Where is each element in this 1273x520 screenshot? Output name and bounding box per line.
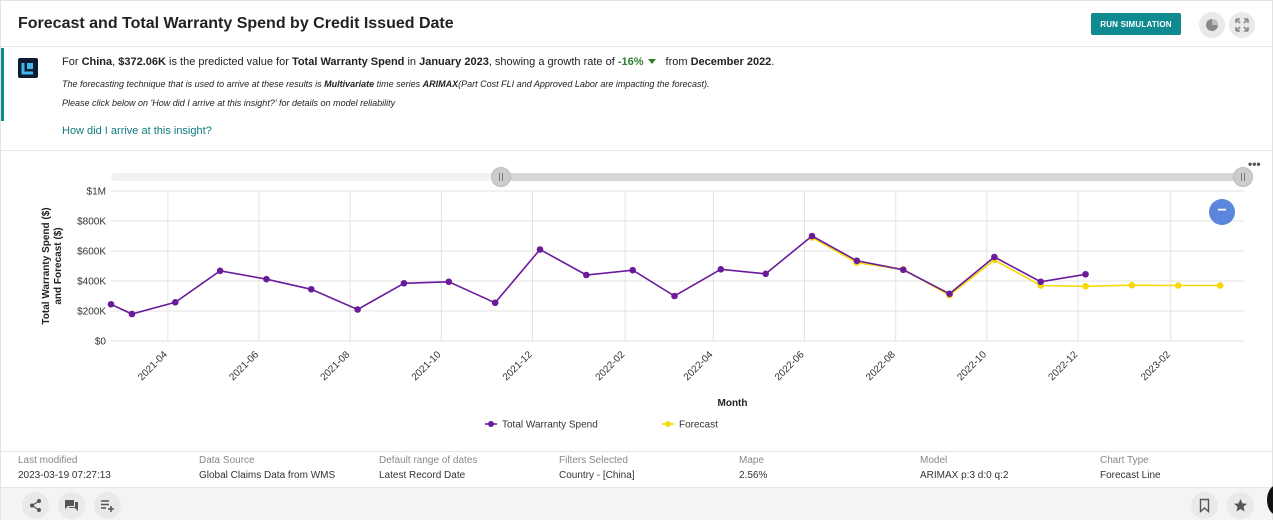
data-point[interactable] (1216, 282, 1224, 289)
star-icon (1234, 499, 1247, 512)
how-did-i-arrive-link[interactable]: How did I arrive at this insight? (62, 125, 212, 137)
data-point[interactable] (899, 266, 907, 274)
x-tick-label: 2022-06 (773, 349, 807, 383)
meta-data-source: Data Source Global Claims Data from WMS (199, 455, 336, 481)
data-point[interactable] (354, 306, 361, 313)
meta-filters: Filters Selected Country - [China] (559, 455, 635, 481)
card-header: Forecast and Total Warranty Spend by Cre… (1, 1, 1272, 47)
data-point[interactable] (583, 271, 590, 279)
data-point[interactable] (717, 266, 725, 273)
insight-technique: The forecasting technique that is used t… (62, 79, 710, 89)
series-line-total-warranty-spend (110, 235, 1086, 315)
data-point[interactable] (216, 267, 224, 275)
y-tick-label: $400K (77, 277, 106, 288)
y-tick-label: $800K (77, 217, 106, 228)
x-tick-label: 2022-02 (594, 349, 628, 383)
x-tick-label: 2021-12 (501, 349, 535, 383)
pie-chart-icon (1206, 19, 1218, 31)
playlist-add-icon (101, 500, 114, 512)
data-point[interactable] (491, 299, 499, 307)
forecast-line-chart: $0 $200K $400K $600K $800K $1M 2021-04 2021-06 2… (41, 187, 1244, 431)
page-title: Forecast and Total Warranty Spend by Cre… (18, 15, 454, 32)
x-tick-label: 2022-08 (864, 349, 898, 383)
data-point[interactable] (1082, 282, 1089, 290)
data-point[interactable] (991, 253, 998, 261)
add-to-list-button[interactable] (94, 492, 121, 519)
x-tick-label: 2022-10 (955, 349, 989, 383)
app-logo-icon (18, 58, 38, 78)
meta-mape: Mape 2.56% (739, 455, 768, 481)
expand-button[interactable] (1229, 12, 1255, 38)
date-range-slider-selection[interactable] (501, 173, 1244, 181)
data-point[interactable] (946, 290, 953, 298)
y-tick-label: $1M (87, 187, 106, 198)
insight-panel: For China, $372.06K is the predicted val… (1, 48, 1272, 151)
x-axis-title: Month (718, 398, 748, 409)
x-tick-label: 2021-08 (319, 349, 353, 383)
card-footer (1, 487, 1272, 520)
data-point[interactable] (808, 232, 816, 240)
y-axis-title-line2: and Forecast ($) (53, 227, 64, 304)
share-icon (30, 499, 41, 512)
bookmark-button[interactable] (1191, 492, 1218, 519)
x-tick-label: 2023-02 (1139, 349, 1173, 383)
slider-end-handle[interactable] (1233, 167, 1253, 187)
chart-type-button[interactable] (1199, 12, 1225, 38)
data-point[interactable] (853, 257, 861, 265)
legend-swatch-marker (488, 421, 494, 427)
meta-chart-type: Chart Type Forecast Line (1100, 455, 1161, 481)
meta-last-modified: Last modified 2023-03-19 07:27:13 (18, 455, 111, 481)
data-point[interactable] (263, 275, 270, 283)
metadata-bar: Last modified 2023-03-19 07:27:13 Data So… (1, 451, 1272, 487)
data-point[interactable] (536, 246, 544, 253)
y-tick-label: $600K (77, 247, 106, 258)
data-point[interactable] (445, 278, 453, 286)
data-point[interactable] (307, 285, 315, 293)
data-point[interactable] (762, 270, 769, 278)
x-tick-label: 2022-12 (1046, 349, 1080, 383)
x-tick-label: 2021-06 (227, 349, 261, 383)
insight-summary: For China, $372.06K is the predicted val… (62, 56, 775, 68)
x-tick-label: 2021-10 (410, 349, 444, 383)
data-point[interactable] (128, 310, 136, 318)
data-point[interactable] (1082, 270, 1089, 278)
growth-rate: -16% (617, 56, 644, 68)
x-tick-label: 2022-04 (682, 349, 716, 383)
data-point[interactable] (107, 300, 115, 308)
favorite-button[interactable] (1227, 492, 1254, 519)
comments-icon (65, 500, 78, 511)
run-simulation-button[interactable]: RUN SIMULATION (1091, 13, 1181, 35)
x-tick-label: 2021-04 (136, 349, 170, 383)
zoom-out-button[interactable]: − (1209, 199, 1235, 225)
meta-model: Model ARIMAX p:3 d:0 q:2 (920, 455, 1009, 481)
slider-start-handle[interactable] (491, 167, 511, 187)
down-arrow-icon (647, 59, 656, 64)
data-point[interactable] (671, 292, 678, 300)
data-point[interactable] (1037, 278, 1045, 286)
data-point[interactable] (1174, 282, 1182, 289)
insight-note: Please click below on 'How did I arrive … (62, 98, 396, 108)
series-line-forecast (811, 236, 1221, 297)
comments-button[interactable] (58, 492, 85, 519)
help-widget-icon[interactable] (1267, 485, 1273, 515)
more-options-icon[interactable]: ••• (1248, 157, 1261, 171)
y-tick-label: $0 (95, 337, 107, 348)
data-point[interactable] (171, 299, 179, 306)
legend-entry[interactable]: Total Warranty Spend (502, 420, 598, 431)
expand-icon (1235, 18, 1249, 32)
data-point[interactable] (629, 266, 636, 274)
legend-entry[interactable]: Forecast (679, 420, 718, 431)
bookmark-icon (1199, 498, 1210, 513)
data-point[interactable] (400, 279, 408, 287)
data-point[interactable] (1128, 281, 1136, 289)
meta-date-range: Default range of dates Latest Record Date (379, 455, 478, 481)
insight-accent-bar (1, 48, 4, 121)
legend-swatch-marker (665, 421, 671, 427)
y-axis-title: Total Warranty Spend ($) (41, 207, 52, 324)
y-tick-label: $200K (77, 307, 106, 318)
share-button[interactable] (22, 492, 49, 519)
